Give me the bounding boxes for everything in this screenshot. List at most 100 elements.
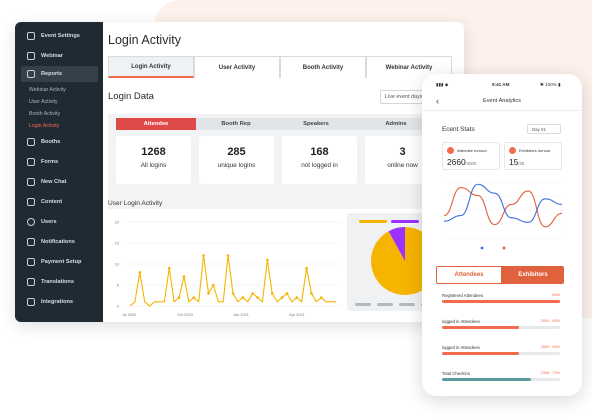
stat-row-bar-fill: [442, 300, 560, 303]
sidebar-item-content[interactable]: Content: [27, 195, 99, 209]
metric-value-wrap: 2660/4000: [447, 157, 476, 167]
stat-tab-admins[interactable]: Admins: [356, 118, 436, 130]
sidebar-item-label: Users: [41, 219, 57, 225]
day-dropdown[interactable]: Day 01: [527, 124, 561, 134]
sidebar-item-label: Notifications: [41, 239, 75, 245]
tab-webinar-activity[interactable]: Webinar Activity: [366, 56, 452, 78]
sidebar-item-label: Booths: [41, 139, 61, 145]
stat-tab-speakers[interactable]: Speakers: [276, 118, 356, 130]
dashboard-window: Event Settings Webinar Reports Webinar A…: [15, 22, 464, 322]
stat-card-unique-logins: 285 unique logins: [199, 136, 274, 184]
stat-row-label: logged in Attendees: [442, 319, 480, 324]
sidebar-item-label: Reports: [41, 71, 63, 77]
tab-booth-activity[interactable]: Booth Activity: [280, 56, 366, 78]
sidebar-item-users[interactable]: Users: [27, 215, 99, 229]
metric-value: 2660: [447, 157, 466, 167]
stat-tab-booth-rep[interactable]: Booth Rep: [196, 118, 276, 130]
data-point: [167, 266, 171, 270]
stat-row-value: 4000: [551, 293, 560, 297]
stat-row-value: 2398 · 75%: [540, 371, 560, 375]
stat-card-all-logins: 1268 All logins: [116, 136, 191, 184]
tab-login-activity[interactable]: Login Activity: [108, 56, 194, 78]
x-tick-label: Apr 2021: [289, 313, 304, 317]
legend-placeholder: [377, 303, 393, 306]
x-tick-label: Oct 2020: [177, 313, 192, 317]
sidebar-item-label: Forms: [41, 159, 59, 165]
segment-exhibitors[interactable]: Exhibitors: [501, 267, 563, 283]
sidebar-item-label: Event Settings: [41, 33, 80, 39]
sidebar-item-payment-setup[interactable]: Payment Setup: [27, 255, 99, 269]
main-content: Login Activity Login Activity User Activ…: [103, 22, 464, 322]
translate-icon: [27, 278, 35, 286]
data-point: [285, 292, 289, 295]
data-point: [251, 292, 254, 295]
sidebar-item-translations[interactable]: Translations: [27, 275, 99, 289]
legend-swatch-purple: [391, 220, 419, 223]
data-point: [280, 296, 284, 299]
tab-user-activity[interactable]: User Activity: [194, 56, 280, 78]
stat-row-label: Total Checkins: [442, 371, 470, 376]
legend-dot: [480, 246, 484, 250]
metric-value-wrap: 15/35: [509, 157, 524, 167]
back-icon[interactable]: ‹: [436, 96, 439, 106]
stat-row-label: Registered Attendees: [442, 293, 484, 298]
sidebar-item-integrations[interactable]: Integrations: [27, 295, 99, 309]
sidebar-subitem-user-activity[interactable]: User Activity: [29, 99, 58, 105]
signal-icon: ▮▮▮ ◆: [436, 82, 449, 87]
sidebar: Event Settings Webinar Reports Webinar A…: [15, 22, 103, 322]
data-point: [241, 296, 245, 299]
data-point: [207, 292, 210, 295]
divider: [422, 110, 582, 111]
stats-panel: Attendee Booth Rep Speakers Admins 1268 A…: [108, 114, 464, 209]
tab-bar: Login Activity User Activity Booth Activ…: [108, 56, 464, 78]
sidebar-subitem-booth-activity[interactable]: Booth Activity: [29, 111, 61, 117]
stat-row-bar: [442, 378, 560, 381]
data-point: [270, 292, 274, 295]
metric-suffix: /4000: [465, 161, 477, 166]
payment-icon: [27, 258, 35, 266]
data-point: [231, 292, 235, 295]
page-title: Login Activity: [108, 33, 181, 47]
chat-icon: [27, 178, 35, 186]
phone-mockup: ▮▮▮ ◆ 9:41 AM ✱ 100% ▮ ‹ Event Analytics…: [422, 74, 582, 396]
stat-row-bar: [442, 300, 560, 303]
sidebar-item-forms[interactable]: Forms: [27, 155, 99, 169]
sidebar-item-label: Integrations: [41, 299, 74, 305]
sidebar-item-label: Content: [41, 199, 63, 205]
metric-suffix: /35: [518, 161, 525, 166]
data-point: [319, 296, 323, 299]
booth-icon: [27, 138, 35, 146]
sidebar-item-booths[interactable]: Booths: [27, 135, 99, 149]
metric-label: Attendee turnout: [457, 148, 487, 153]
data-point: [226, 254, 230, 257]
sidebar-item-event-settings[interactable]: Event Settings: [27, 29, 99, 43]
stat-row-bar-fill: [442, 352, 519, 355]
integrations-icon: [27, 298, 35, 306]
stat-row-bar-fill: [442, 378, 531, 381]
form-icon: [27, 158, 35, 166]
users-icon: [27, 218, 35, 226]
data-point: [310, 292, 313, 295]
sidebar-item-label: New Chat: [41, 179, 67, 185]
sidebar-subitem-webinar-activity[interactable]: Webinar Activity: [29, 87, 66, 93]
data-point: [182, 275, 186, 278]
sidebar-item-reports[interactable]: Reports: [21, 66, 98, 82]
data-point: [177, 296, 181, 299]
exhibitor-icon: [509, 147, 516, 154]
data-point: [305, 266, 308, 270]
stat-row-bar-fill: [442, 326, 519, 329]
attendee-icon: [447, 147, 454, 154]
sidebar-subitem-login-activity[interactable]: Login Activity: [29, 123, 60, 129]
sidebar-item-label: Webinar: [41, 53, 63, 59]
y-tick-label: 10: [115, 263, 119, 267]
data-point: [256, 296, 259, 299]
stat-tab-attendee[interactable]: Attendee: [116, 118, 196, 130]
sidebar-item-new-chat[interactable]: New Chat: [27, 175, 99, 189]
sidebar-item-label: Translations: [41, 279, 74, 285]
sidebar-item-notifications[interactable]: Notifications: [27, 235, 99, 249]
segment-attendees[interactable]: Attendees: [437, 267, 501, 283]
metric-value: 15: [509, 157, 519, 167]
chart-title: User Login Activity: [108, 200, 163, 207]
sidebar-item-webinar[interactable]: Webinar: [27, 49, 99, 63]
